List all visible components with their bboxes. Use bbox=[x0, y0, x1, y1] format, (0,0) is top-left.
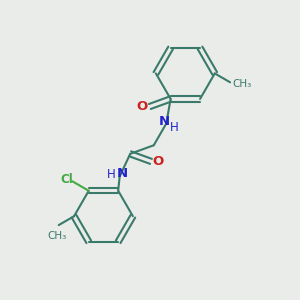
Text: O: O bbox=[137, 100, 148, 113]
Text: CH₃: CH₃ bbox=[48, 231, 67, 241]
Text: CH₃: CH₃ bbox=[232, 79, 251, 89]
Text: Cl: Cl bbox=[61, 173, 73, 186]
Text: H: H bbox=[170, 121, 179, 134]
Text: N: N bbox=[159, 115, 170, 128]
Text: H: H bbox=[107, 168, 116, 181]
Text: O: O bbox=[153, 155, 164, 168]
Text: N: N bbox=[116, 167, 128, 180]
